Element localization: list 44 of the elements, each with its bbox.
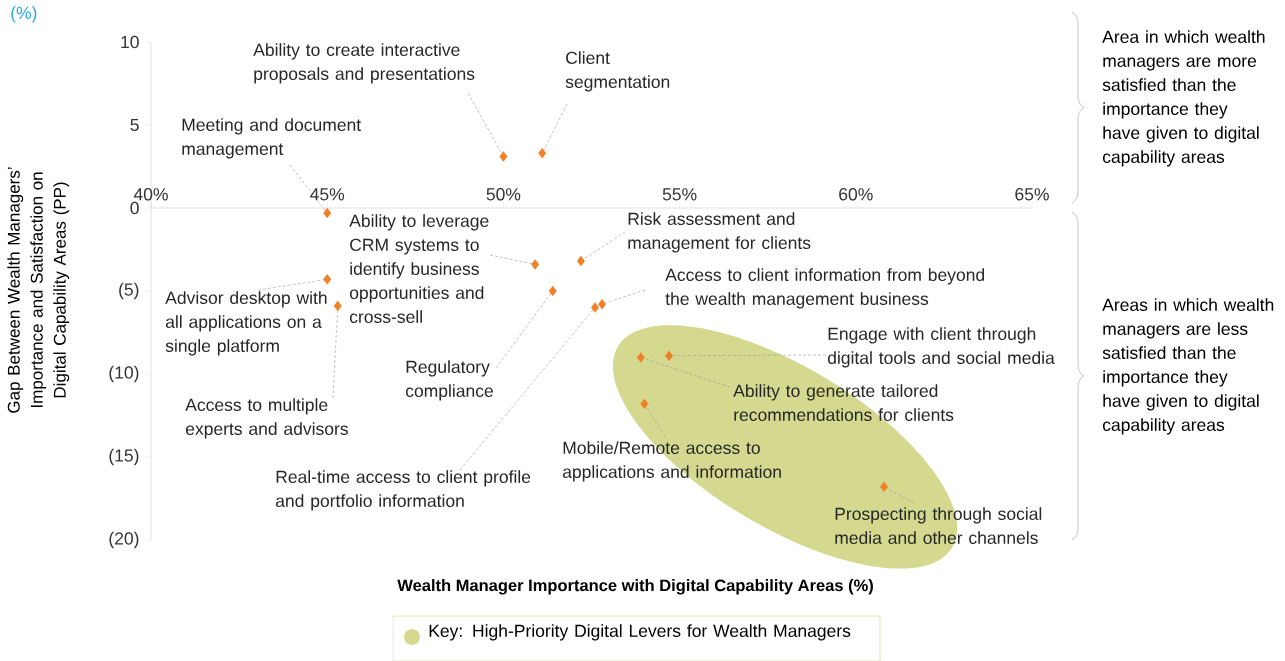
y-axis-title: Gap Between Wealth Managers’ Importance and Satisfaction on Digital Capability Areas (PP) xyxy=(7,167,70,413)
annotation: Real-time access to client profile and portfolio information xyxy=(275,470,531,511)
point xyxy=(640,398,649,410)
annotation: Mobile/Remote access to applications and information xyxy=(562,441,781,482)
point xyxy=(531,259,540,270)
text: Key: High-Priority Digital Levers for Wealth Managers xyxy=(429,624,851,641)
y-tick-label: 0 xyxy=(130,201,139,215)
y-tick-label: (5) xyxy=(119,282,139,300)
annotation: Advisor desktop with all applications on a single platform xyxy=(165,291,327,356)
text: (%) xyxy=(11,6,37,23)
annotation: Ability to create interactive proposals and presentations xyxy=(253,43,475,84)
point xyxy=(538,148,547,159)
y-tick-label: 5 xyxy=(130,118,139,132)
x-tick-label: 45% xyxy=(310,188,345,201)
y-tick-label: (20) xyxy=(109,531,139,549)
point xyxy=(323,274,332,285)
point xyxy=(598,299,607,310)
annotation: Meeting and document management xyxy=(182,118,362,159)
point xyxy=(323,207,332,219)
x-tick-label: 50% xyxy=(486,188,521,201)
annotation: Access to client information from beyond the wealth management business xyxy=(665,268,985,309)
x-tick-label: 60% xyxy=(839,188,873,201)
text: Areas in which wealth managers are less satisfied than the importance they have given to digital capability areas xyxy=(1102,298,1274,435)
x-tick-label: 40% xyxy=(133,188,168,201)
annotation: Risk assessment and management for clients xyxy=(628,212,811,253)
x-tick-label: 55% xyxy=(662,188,697,201)
x-tick-label: 65% xyxy=(1015,188,1049,201)
text: Area in which wealth managers are more satisfied than the importance they have given to digital capability areas xyxy=(1102,30,1265,167)
point xyxy=(548,285,557,297)
annotation: Ability to leverage CRM systems to identify business opportunities and cross-sell xyxy=(349,214,489,324)
y-tick-label: (10) xyxy=(109,365,139,383)
point xyxy=(665,350,673,361)
y-tick-label: (15) xyxy=(109,448,139,466)
annotation: Engage with client through digital tools and social media xyxy=(827,327,1055,368)
x-axis-title: Wealth Manager Importance with Digital Capability Areas (%) xyxy=(397,579,873,595)
annotation: Regulatory compliance xyxy=(405,360,493,401)
point xyxy=(591,302,599,313)
annotation: Client segmentation xyxy=(565,51,670,92)
point xyxy=(576,255,585,267)
point xyxy=(636,352,645,363)
point xyxy=(333,300,342,312)
annotation: Access to multiple experts and advisors xyxy=(185,398,348,439)
point xyxy=(499,151,508,162)
y-tick-label: 10 xyxy=(121,35,139,49)
